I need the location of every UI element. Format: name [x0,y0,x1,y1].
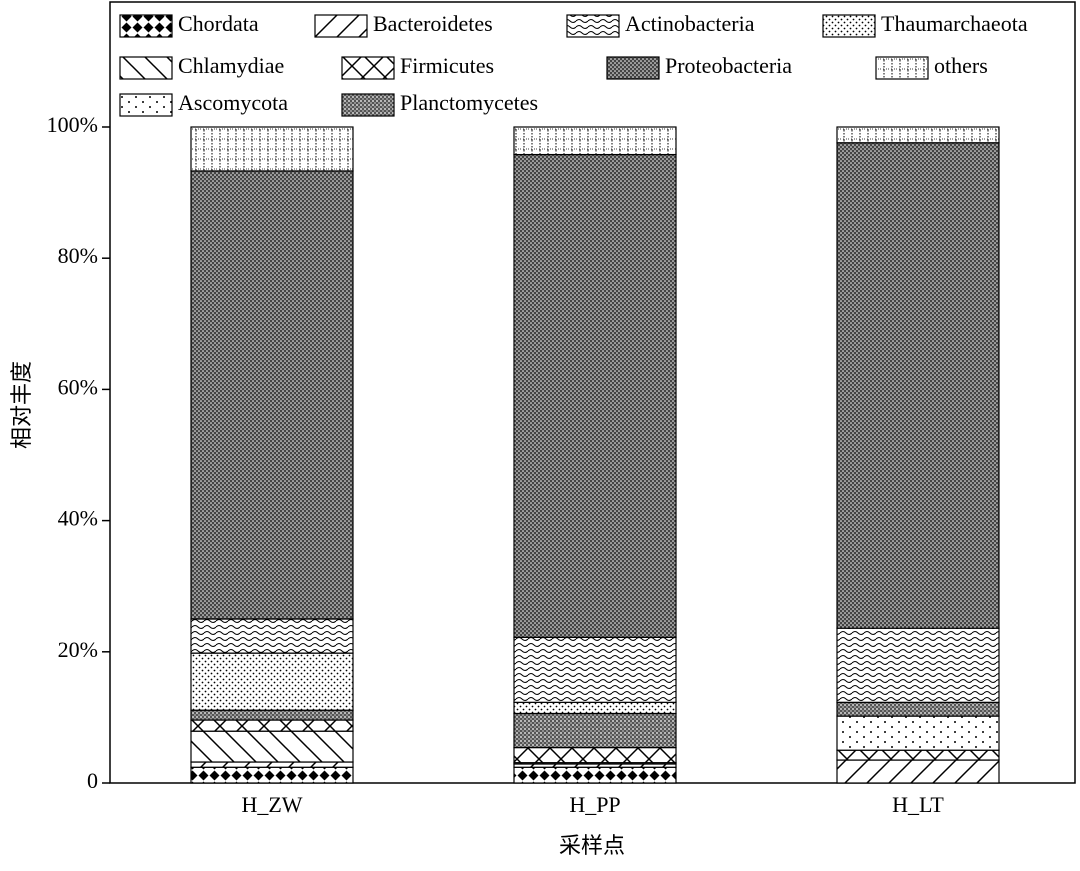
bar-segment [513,766,677,784]
x-axis-title: 采样点 [559,833,625,858]
bar-segment [190,709,354,721]
bar-segment [190,652,354,711]
bar-segment [836,759,1000,784]
legend-label: Actinobacteria [625,11,755,36]
legend-label: Chlamydiae [178,53,284,78]
bar-segment [190,730,354,763]
legend-label: Bacteroidetes [373,11,493,36]
legend-swatch [119,56,173,80]
legend-swatch [341,56,395,80]
x-tick-label: H_LT [892,792,944,817]
bar-segment [836,142,1000,629]
legend-swatch [341,93,395,117]
legend-swatch [119,93,173,117]
legend-label: Chordata [178,11,259,36]
bar-segment [190,170,354,620]
x-tick-label: H_ZW [241,792,302,817]
legend-swatch [566,14,620,38]
bar-segment [190,126,354,172]
bar-segment [190,618,354,654]
x-tick-label: H_PP [569,792,620,817]
bar-segment [513,701,677,715]
bar-segment [836,701,1000,717]
legend-label: others [934,53,988,78]
bar-segment [513,126,677,156]
y-tick-label: 60% [58,374,98,399]
legend-swatch [314,14,368,38]
legend-swatch [606,56,660,80]
y-axis-title: 相对丰度 [9,361,34,449]
bar-segment [513,636,677,703]
bar-segment [836,126,1000,144]
bar-segment [836,627,1000,703]
legend-label: Planctomycetes [400,90,538,115]
bar-segment [190,766,354,784]
y-tick-label: 20% [58,637,98,662]
legend-label: Proteobacteria [665,53,792,78]
y-tick-label: 0 [87,768,98,793]
bar-segment [513,746,677,764]
legend-label: Firmicutes [400,53,494,78]
bar-segment [513,153,677,638]
bar-segment [836,715,1000,751]
legend-label: Thaumarchaeota [881,11,1028,36]
legend-swatch [875,56,929,80]
legend-swatch [822,14,876,38]
y-tick-label: 80% [58,243,98,268]
legend-swatch [119,14,173,38]
legend-label: Ascomycota [178,90,288,115]
y-tick-label: 40% [58,506,98,531]
bar-segment [836,749,1000,761]
bar-segment [190,719,354,732]
bar-segment [513,712,677,749]
y-tick-label: 100% [47,112,98,137]
bar-segment [190,761,354,768]
